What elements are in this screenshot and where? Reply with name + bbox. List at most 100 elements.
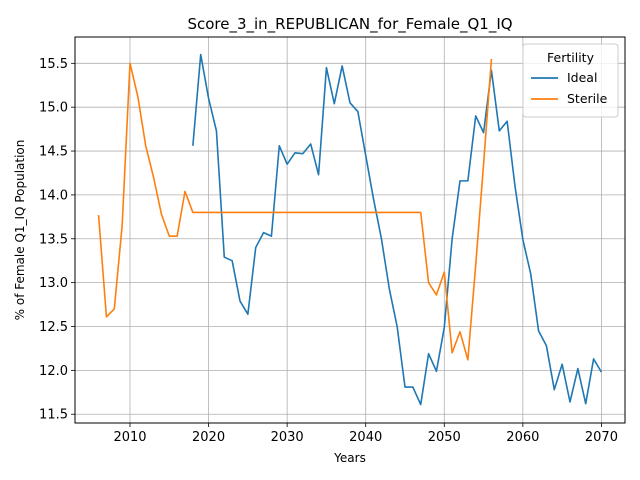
y-tick-label: 12.0 — [39, 364, 68, 379]
data-point — [467, 359, 468, 360]
data-point — [475, 115, 476, 116]
data-point — [184, 191, 185, 192]
data-point — [208, 98, 209, 99]
data-point — [389, 212, 390, 213]
data-point — [601, 372, 602, 373]
data-point — [373, 212, 374, 213]
series-ideal — [192, 53, 603, 406]
data-point — [577, 368, 578, 369]
data-point — [357, 212, 358, 213]
data-point — [420, 404, 421, 405]
data-point — [224, 212, 225, 213]
data-point — [444, 272, 445, 273]
data-point — [404, 386, 405, 387]
data-point — [412, 386, 413, 387]
data-point — [153, 177, 154, 178]
data-point — [452, 238, 453, 239]
chart-title: Score_3_in_REPUBLICAN_for_Female_Q1_IQ — [187, 15, 512, 34]
data-point — [239, 300, 240, 301]
data-point — [232, 212, 233, 213]
data-point — [397, 212, 398, 213]
data-point — [373, 199, 374, 200]
data-point — [514, 186, 515, 187]
data-point — [161, 214, 162, 215]
data-point — [593, 358, 594, 359]
data-point — [310, 212, 311, 213]
data-point — [554, 389, 555, 390]
data-point — [287, 164, 288, 165]
data-point — [216, 212, 217, 213]
data-point — [318, 212, 319, 213]
data-point — [436, 294, 437, 295]
data-point — [452, 352, 453, 353]
data-point — [224, 257, 225, 258]
data-point — [444, 327, 445, 328]
data-point — [287, 212, 288, 213]
data-point — [349, 212, 350, 213]
y-axis-label: % of Female Q1_IQ Population — [13, 140, 27, 321]
data-point — [483, 164, 484, 165]
data-point — [192, 212, 193, 213]
data-point — [239, 212, 240, 213]
data-point — [397, 326, 398, 327]
data-point — [318, 174, 319, 175]
data-point — [491, 58, 492, 59]
data-point — [569, 401, 570, 402]
x-axis-label: Years — [333, 451, 366, 465]
y-tick-label: 13.0 — [39, 276, 68, 291]
series-line — [97, 58, 493, 361]
x-tick-label: 2050 — [428, 430, 461, 445]
data-point — [247, 212, 248, 213]
y-tick-label: 11.5 — [39, 408, 68, 423]
data-point — [137, 96, 138, 97]
data-point — [326, 212, 327, 213]
data-point — [129, 63, 130, 64]
data-point — [122, 225, 123, 226]
data-point — [232, 260, 233, 261]
data-point — [200, 212, 201, 213]
axis-ticks: 2010 2020 2030 2040 2050 2060 2070 11.5 12.0 12.5… — [39, 57, 618, 445]
data-point — [106, 316, 107, 317]
data-point — [459, 331, 460, 332]
data-point — [334, 212, 335, 213]
data-point — [467, 180, 468, 181]
data-point — [271, 236, 272, 237]
x-tick-label: 2030 — [271, 430, 304, 445]
data-point — [302, 212, 303, 213]
x-tick-label: 2010 — [113, 430, 146, 445]
data-point — [247, 314, 248, 315]
data-point — [412, 212, 413, 213]
data-point — [342, 212, 343, 213]
data-point — [404, 212, 405, 213]
y-tick-label: 12.5 — [39, 320, 68, 335]
data-point — [255, 212, 256, 213]
data-point — [436, 371, 437, 372]
data-point — [365, 212, 366, 213]
data-point — [420, 212, 421, 213]
data-point — [342, 65, 343, 66]
data-point — [279, 145, 280, 146]
plot-frame — [74, 36, 626, 424]
data-point — [365, 155, 366, 156]
data-point — [459, 180, 460, 181]
x-tick-label: 2060 — [506, 430, 539, 445]
data-point — [279, 212, 280, 213]
data-point — [428, 282, 429, 283]
series-line — [192, 53, 603, 406]
x-tick-label: 2020 — [192, 430, 225, 445]
data-point — [499, 130, 500, 131]
data-point — [271, 212, 272, 213]
data-point — [475, 264, 476, 265]
data-point — [357, 111, 358, 112]
y-tick-label: 14.5 — [39, 145, 68, 160]
grid — [75, 37, 625, 423]
data-point — [216, 130, 217, 131]
data-point — [522, 239, 523, 240]
data-point — [98, 214, 99, 215]
data-point — [177, 236, 178, 237]
data-point — [530, 273, 531, 274]
y-tick-label: 15.5 — [39, 57, 68, 72]
data-point — [562, 364, 563, 365]
data-point — [255, 247, 256, 248]
data-point — [381, 238, 382, 239]
